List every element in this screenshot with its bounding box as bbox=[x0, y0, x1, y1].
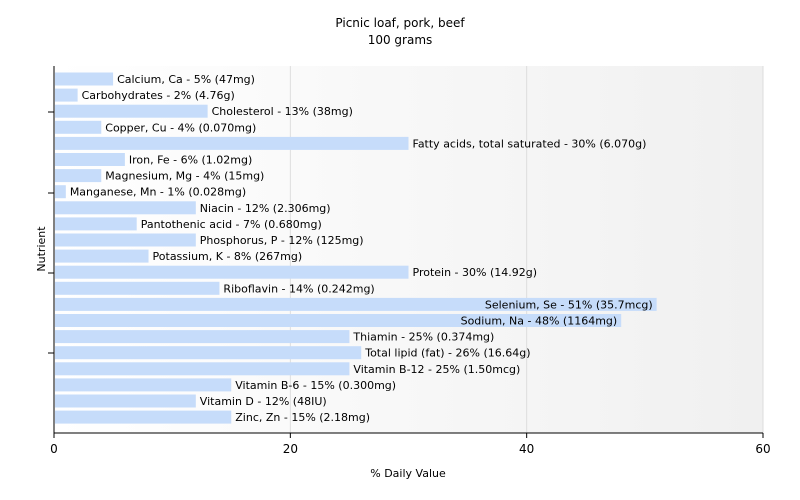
bar-label: Riboflavin - 14% (0.242mg) bbox=[223, 282, 374, 295]
bar bbox=[55, 185, 66, 199]
bar-label: Thiamin - 25% (0.374mg) bbox=[352, 331, 494, 344]
bar-label: Calcium, Ca - 5% (47mg) bbox=[117, 73, 255, 86]
bar bbox=[55, 169, 102, 183]
x-tick-label: 60 bbox=[755, 442, 770, 456]
bar bbox=[55, 410, 232, 424]
x-tick-label: 0 bbox=[50, 442, 58, 456]
bar-label: Iron, Fe - 6% (1.02mg) bbox=[129, 154, 252, 167]
bars bbox=[55, 72, 657, 424]
x-axis-ticks: 0 20 40 60 bbox=[50, 433, 771, 456]
bar bbox=[55, 120, 102, 134]
bar-label: Cholesterol - 13% (38mg) bbox=[212, 105, 353, 118]
bar-label: Niacin - 12% (2.306mg) bbox=[200, 202, 331, 215]
bar bbox=[55, 346, 362, 360]
bar bbox=[55, 314, 622, 327]
bar bbox=[55, 265, 409, 279]
bar-label: Copper, Cu - 4% (0.070mg) bbox=[105, 121, 256, 134]
bar bbox=[55, 362, 350, 376]
bar bbox=[55, 378, 232, 392]
bar-labels: Calcium, Ca - 5% (47mg) Carbohydrates - 2… bbox=[70, 73, 653, 424]
bar bbox=[55, 88, 78, 102]
bar-label: Vitamin D - 12% (48IU) bbox=[200, 395, 327, 408]
bar-label: Magnesium, Mg - 4% (15mg) bbox=[105, 170, 264, 183]
bar-label: Potassium, K - 8% (267mg) bbox=[153, 250, 303, 263]
bar-label: Sodium, Na - 48% (1164mg) bbox=[461, 315, 618, 328]
bar bbox=[55, 136, 409, 150]
x-tick-label: 40 bbox=[519, 442, 534, 456]
bar-label: Phosphorus, P - 12% (125mg) bbox=[200, 234, 364, 247]
bar bbox=[55, 72, 114, 86]
bar-label: Zinc, Zn - 15% (2.18mg) bbox=[235, 411, 370, 424]
bar-label: Vitamin B-12 - 25% (1.50mcg) bbox=[353, 363, 520, 376]
axes bbox=[48, 66, 763, 434]
bar bbox=[55, 153, 125, 166]
bar bbox=[55, 394, 196, 408]
bar bbox=[55, 217, 137, 231]
chart-title: Picnic loaf, pork, beef bbox=[335, 16, 465, 30]
bar bbox=[55, 104, 208, 118]
bar-label: Selenium, Se - 51% (35.7mcg) bbox=[485, 298, 653, 311]
bar bbox=[55, 201, 196, 215]
x-axis-title: % Daily Value bbox=[370, 467, 446, 480]
bar-label: Carbohydrates - 2% (4.76g) bbox=[82, 89, 235, 102]
bar-label: Fatty acids, total saturated - 30% (6.07… bbox=[413, 137, 647, 150]
bar-label: Protein - 30% (14.92g) bbox=[413, 266, 538, 279]
bar-label: Pantothenic acid - 7% (0.680mg) bbox=[141, 218, 322, 231]
bar bbox=[55, 233, 196, 247]
y-axis-title: Nutrient bbox=[35, 226, 48, 272]
bar-label: Total lipid (fat) - 26% (16.64g) bbox=[364, 347, 530, 360]
bar-label: Vitamin B-6 - 15% (0.300mg) bbox=[235, 379, 396, 392]
bar bbox=[55, 281, 220, 295]
bar bbox=[55, 297, 657, 311]
x-tick-label: 20 bbox=[283, 442, 298, 456]
chart-subtitle: 100 grams bbox=[368, 33, 433, 47]
bar bbox=[55, 249, 149, 263]
bar bbox=[55, 330, 350, 344]
bar-label: Manganese, Mn - 1% (0.028mg) bbox=[70, 186, 246, 199]
